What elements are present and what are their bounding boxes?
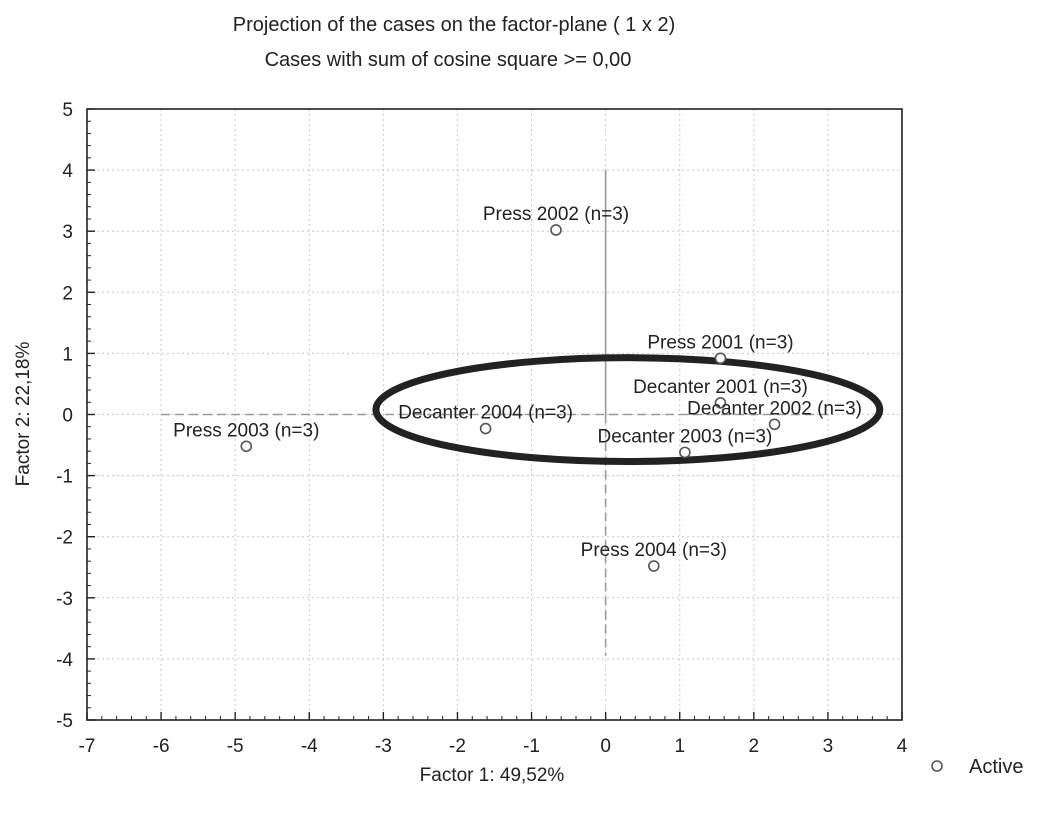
- x-tick-label: -4: [301, 736, 318, 757]
- x-tick-label: 3: [823, 736, 834, 757]
- data-point: [481, 424, 491, 434]
- data-point: [715, 353, 725, 363]
- point-label: Decanter 2002 (n=3): [687, 398, 862, 419]
- legend-label-active: Active: [969, 756, 1023, 778]
- point-label: Press 2004 (n=3): [581, 540, 727, 561]
- data-point: [680, 447, 690, 457]
- data-point: [241, 441, 251, 451]
- point-label: Press 2003 (n=3): [173, 420, 319, 441]
- y-axis-label: Factor 2: 22,18%: [13, 342, 34, 487]
- y-tick-label: -4: [56, 650, 73, 671]
- y-tick-label: 3: [62, 222, 73, 243]
- y-tick-label: 2: [62, 283, 73, 304]
- x-tick-label: -3: [375, 736, 392, 757]
- chart-subtitle: Cases with sum of cosine square >= 0,00: [265, 49, 632, 71]
- point-label: Press 2002 (n=3): [483, 204, 629, 225]
- x-tick-label: 2: [749, 736, 760, 757]
- y-tick-label: 1: [62, 344, 73, 365]
- point-labels: Press 2002 (n=3) Press 2001 (n=3) Decanter…: [173, 204, 862, 561]
- y-tick-label: -3: [56, 589, 73, 610]
- x-tick-label: -1: [523, 736, 540, 757]
- point-label: Decanter 2004 (n=3): [398, 403, 573, 424]
- point-label: Decanter 2001 (n=3): [633, 377, 808, 398]
- y-axis-tick-labels: -5 -4 -3 -2 -1 0 1 2 3 4 5: [56, 100, 73, 732]
- x-tick-label: 4: [897, 736, 908, 757]
- x-axis-tick-labels: -7 -6 -5 -4 -3 -2 -1 0 1 2 3 4: [79, 736, 908, 757]
- point-label: Press 2001 (n=3): [647, 332, 793, 353]
- data-point: [649, 561, 659, 571]
- x-tick-label: -6: [153, 736, 170, 757]
- y-tick-label: -5: [56, 711, 73, 732]
- x-tick-label: 0: [600, 736, 611, 757]
- point-label: Decanter 2003 (n=3): [598, 426, 773, 447]
- legend-marker-active: [932, 761, 942, 771]
- chart-title: Projection of the cases on the factor-pl…: [233, 14, 675, 36]
- x-tick-label: -5: [227, 736, 244, 757]
- y-tick-label: -1: [56, 467, 73, 488]
- x-tick-label: -2: [449, 736, 466, 757]
- x-tick-label: 1: [674, 736, 685, 757]
- y-tick-label: 5: [62, 100, 73, 121]
- data-point: [551, 225, 561, 235]
- x-axis-label: Factor 1: 49,52%: [420, 765, 565, 786]
- x-tick-label: -7: [79, 736, 96, 757]
- y-tick-label: 4: [62, 161, 73, 182]
- y-tick-label: 0: [62, 406, 73, 427]
- y-tick-label: -2: [56, 528, 73, 549]
- legend: Active: [932, 756, 1023, 778]
